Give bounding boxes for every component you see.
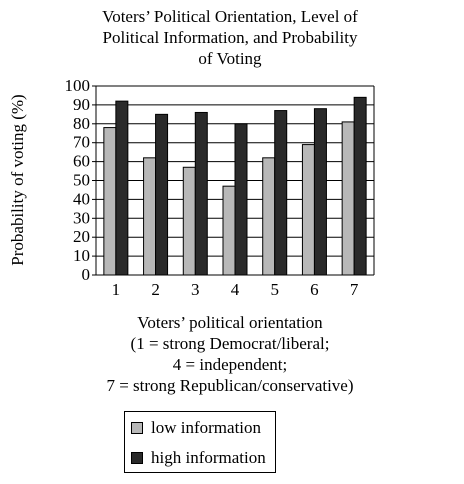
legend-label-high: high information <box>151 448 266 468</box>
x-tick-label-1: 1 <box>112 280 121 299</box>
bar-low-5 <box>263 158 275 275</box>
x-axis-label-line-3: 4 = independent; <box>72 354 388 375</box>
y-tick-label-0: 0 <box>82 265 91 284</box>
x-tick-label-3: 3 <box>191 280 200 299</box>
bar-low-7 <box>342 122 354 275</box>
bar-low-3 <box>183 167 195 275</box>
bar-low-4 <box>223 186 235 275</box>
x-tick-label-4: 4 <box>231 280 240 299</box>
bar-high-6 <box>314 109 326 275</box>
y-tick-label-60: 60 <box>73 152 90 171</box>
x-tick-label-7: 7 <box>350 280 359 299</box>
bar-low-1 <box>104 128 116 275</box>
y-tick-label-50: 50 <box>73 171 90 190</box>
y-tick-label-80: 80 <box>73 114 90 133</box>
bar-high-5 <box>275 111 287 275</box>
legend-item-high: high information <box>131 448 266 468</box>
legend-swatch-high <box>131 452 143 464</box>
bar-high-7 <box>354 97 366 275</box>
y-tick-label-20: 20 <box>73 227 90 246</box>
x-tick-label-2: 2 <box>151 280 160 299</box>
bar-low-2 <box>144 158 156 275</box>
y-tick-label-90: 90 <box>73 95 90 114</box>
y-tick-label-40: 40 <box>73 189 90 208</box>
x-tick-label-5: 5 <box>270 280 279 299</box>
x-axis-label-line-4: 7 = strong Republican/conservative) <box>72 375 388 396</box>
x-axis-label-line-1: Voters’ political orientation <box>72 312 388 333</box>
y-tick-label-100: 100 <box>65 76 91 95</box>
y-tick-label-10: 10 <box>73 246 90 265</box>
y-tick-label-30: 30 <box>73 208 90 227</box>
x-axis-label: Voters’ political orientation (1 = stron… <box>72 312 388 396</box>
y-tick-label-70: 70 <box>73 133 90 152</box>
bar-high-1 <box>116 101 128 275</box>
x-axis-label-line-2: (1 = strong Democrat/liberal; <box>72 333 388 354</box>
bar-high-4 <box>235 124 247 275</box>
bar-low-6 <box>302 145 314 275</box>
legend: low information high information <box>124 411 276 473</box>
x-tick-label-6: 6 <box>310 280 319 299</box>
bar-high-3 <box>195 112 207 275</box>
bar-high-2 <box>156 114 168 275</box>
legend-label-low: low information <box>151 418 261 438</box>
legend-swatch-low <box>131 422 143 434</box>
legend-item-low: low information <box>131 418 261 438</box>
